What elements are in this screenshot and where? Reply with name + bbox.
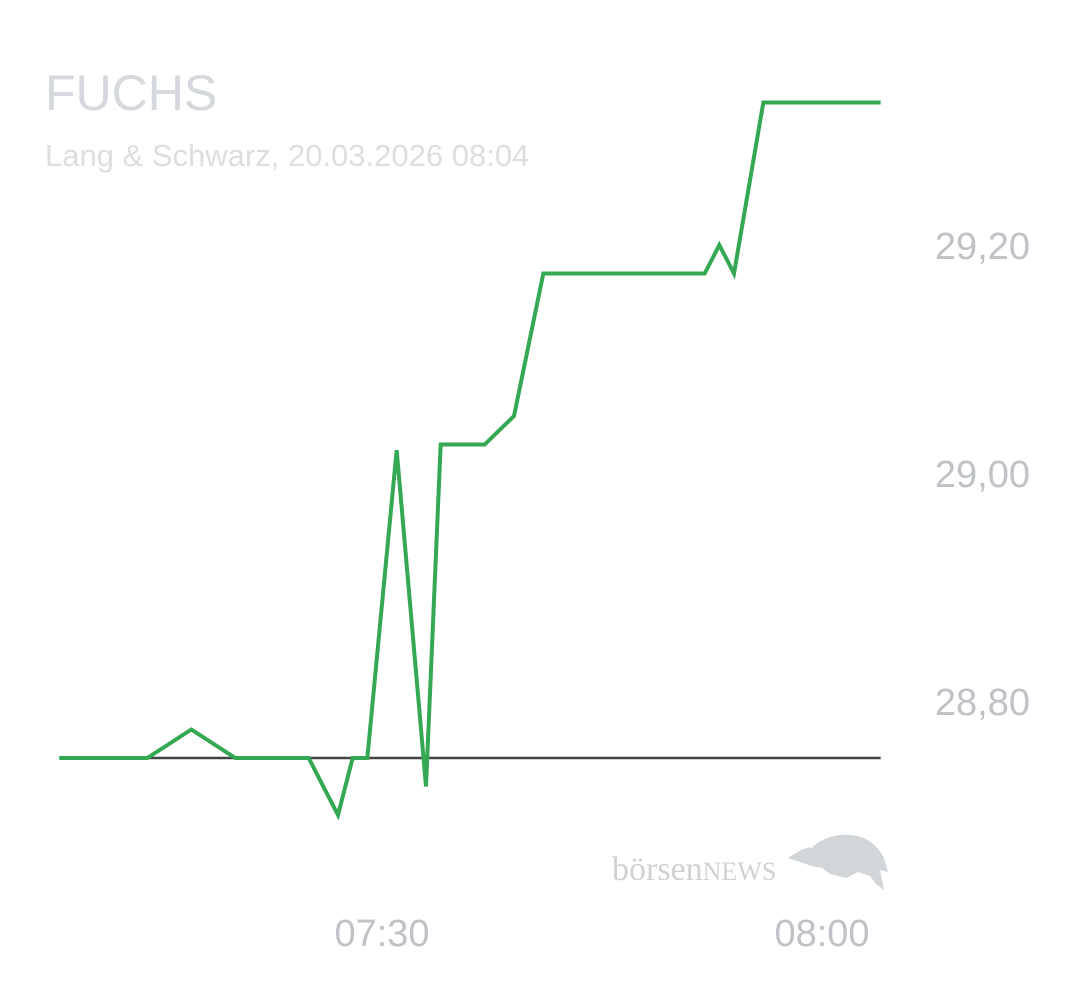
price-series-line [59,100,881,821]
boersennews-logo: börsenNEWS [612,834,888,890]
y-tick-label: 29,20 [935,226,1030,268]
x-tick-label: 07:30 [334,913,429,955]
y-tick-label: 28,80 [935,682,1030,724]
x-tick-label: 08:00 [774,913,869,955]
chart-title: FUCHS [45,65,218,121]
bull-icon [788,834,888,890]
logo-text: börsenNEWS [612,851,776,888]
chart-subtitle: Lang & Schwarz, 20.03.2026 08:04 [45,138,530,173]
y-tick-label: 29,00 [935,454,1030,496]
